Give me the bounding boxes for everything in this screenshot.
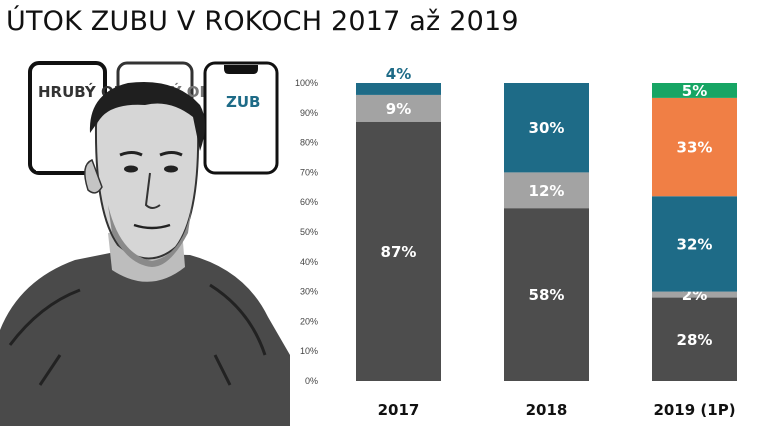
y-tick-label: 0% — [305, 376, 318, 386]
x-category-label: 2017 — [378, 401, 420, 419]
data-label: 30% — [529, 119, 565, 137]
data-label: 4% — [386, 65, 411, 83]
data-label: 9% — [386, 100, 411, 118]
y-tick-label: 70% — [300, 167, 318, 177]
y-tick-label: 10% — [300, 346, 318, 356]
bar-segment — [504, 172, 589, 209]
bar-segment — [504, 208, 589, 381]
y-tick-label: 80% — [300, 138, 318, 148]
slide-title: ÚTOK ZUBU V ROKOCH 2017 až 2019 — [6, 6, 519, 37]
man-portrait — [0, 81, 290, 426]
phone-label-zub: ZUB — [226, 93, 261, 111]
bar-segment — [652, 297, 737, 381]
bar-segment — [652, 83, 737, 98]
data-label: 58% — [529, 286, 565, 304]
y-tick-label: 100% — [295, 78, 318, 88]
y-tick-label: 60% — [300, 197, 318, 207]
data-label: 12% — [529, 182, 565, 200]
data-label: 33% — [677, 139, 713, 157]
data-label: 32% — [677, 235, 713, 253]
bars: 87%9%4%58%12%30%28%2%32%33%5% — [356, 65, 737, 382]
data-label: 87% — [381, 243, 417, 261]
y-tick-label: 20% — [300, 316, 318, 326]
stacked-bar-chart: 0% 10% 20% 30% 40% 50% 60% 70% 80% 90% 100% 87% 9% 4… — [295, 65, 737, 419]
bar-segment — [356, 94, 441, 122]
y-tick-label: 90% — [300, 108, 318, 118]
bar-segment — [652, 291, 737, 298]
bar-segment — [652, 97, 737, 197]
bar-segment — [356, 121, 441, 382]
y-tick-label: 40% — [300, 257, 318, 267]
category-labels: 2017 2018 2019 (1P) — [378, 401, 736, 419]
x-category-label: 2019 (1P) — [653, 401, 735, 419]
phone-notch-icon: ZUB — [203, 61, 279, 175]
bar-segment — [504, 83, 589, 173]
y-tick-label: 30% — [300, 287, 318, 297]
portrait-illustration: HRUBÝ OKRAJ TENKÝ OKRAJ ZUB — [0, 61, 290, 426]
bar-segment — [356, 83, 441, 95]
y-axis: 0% 10% 20% 30% 40% 50% 60% 70% 80% 90% 100% — [295, 78, 318, 386]
x-category-label: 2018 — [526, 401, 568, 419]
y-tick-label: 50% — [300, 227, 318, 237]
bar-segment — [652, 196, 737, 292]
data-label: 5% — [682, 82, 707, 100]
data-label: 28% — [677, 331, 713, 349]
phone-thick-bezel-icon: HRUBÝ OKRAJ — [28, 61, 154, 175]
